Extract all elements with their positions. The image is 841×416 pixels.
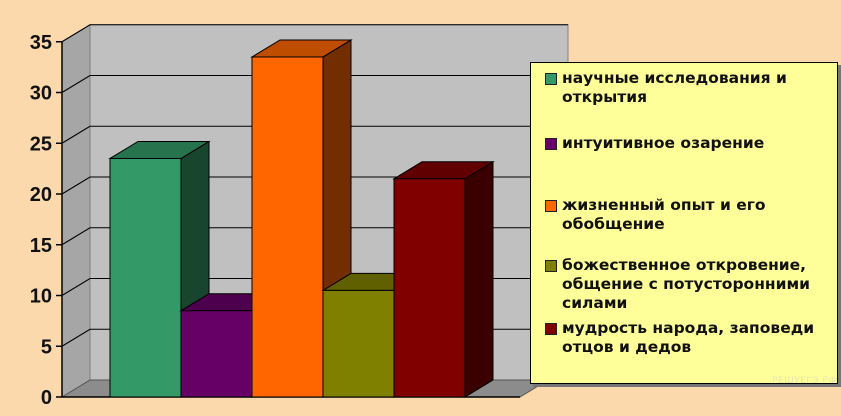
legend-item: интуитивное озарение	[545, 134, 830, 153]
legend-swatch	[545, 323, 557, 335]
y-tick-label: 25	[30, 133, 52, 155]
legend-label-line: открытия	[562, 88, 648, 106]
legend-label-line: научные исследования и	[562, 69, 787, 87]
bar	[392, 160, 495, 398]
gridline	[61, 24, 568, 43]
legend-item: божественное откровение, общение с потуст…	[545, 256, 830, 313]
y-tick-label: 5	[41, 336, 52, 358]
y-tick-label: 0	[41, 387, 52, 409]
y-tick-label: 30	[30, 83, 52, 105]
legend-item: научные исследования и открытия	[545, 69, 830, 107]
legend-swatch	[545, 200, 557, 212]
bar-front	[180, 310, 253, 398]
legend-label-line: отцов и дедов	[562, 338, 692, 356]
legend-label: мудрость народа, заповеди отцов и дедов	[562, 319, 814, 357]
legend-label: научные исследования и открытия	[562, 69, 787, 107]
legend-label-line: общение с потусторонними	[562, 275, 810, 293]
legend-label: интуитивное озарение	[562, 134, 764, 153]
y-tick-label: 20	[30, 184, 52, 206]
legend-label: жизненный опыт и его обобщение	[562, 196, 765, 234]
bar-front	[322, 289, 395, 398]
y-tick-label: 15	[30, 235, 52, 257]
bar-front	[109, 157, 182, 398]
y-tick-label: 35	[30, 32, 52, 54]
legend-label-line: интуитивное озарение	[562, 134, 765, 152]
legend-label-line: обобщение	[562, 215, 665, 233]
bar-front	[251, 56, 324, 398]
legend-swatch	[545, 138, 557, 150]
legend-swatch	[545, 73, 557, 85]
legend: научные исследования и открытия интуитивно…	[530, 62, 838, 384]
legend-label-line: силами	[562, 294, 628, 312]
legend-label-line: жизненный опыт и его	[562, 196, 766, 214]
bar-side	[464, 160, 494, 398]
legend-label: божественное откровение, общение с потуст…	[562, 256, 810, 313]
legend-swatch	[545, 260, 557, 272]
legend-label-line: божественное откровение,	[562, 256, 807, 274]
legend-item: мудрость народа, заповеди отцов и дедов	[545, 319, 830, 357]
y-tick-label: 10	[30, 286, 52, 308]
side-wall	[61, 23, 91, 398]
legend-item: жизненный опыт и его обобщение	[545, 196, 830, 234]
legend-label-line: мудрость народа, заповеди	[562, 319, 815, 337]
bar-front	[393, 178, 466, 398]
watermark: РЕШУЕГЭ.РФ	[772, 376, 837, 386]
bars	[108, 39, 495, 398]
gridline	[61, 125, 568, 144]
gridline	[61, 74, 568, 93]
